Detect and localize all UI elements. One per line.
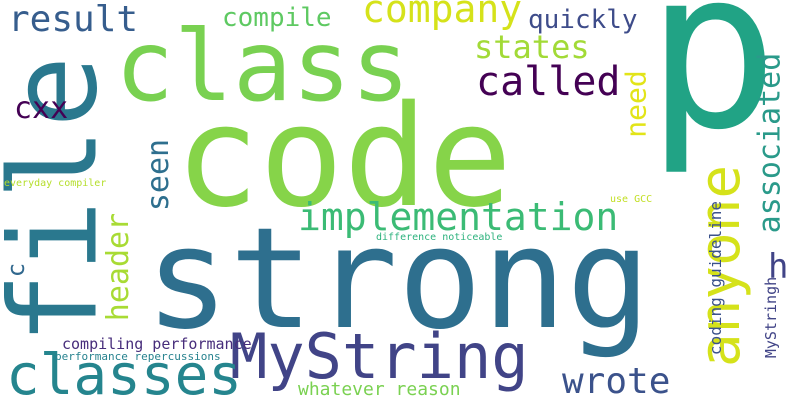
word-seen: seen: [141, 138, 177, 212]
word-code: code: [175, 76, 513, 239]
word-cxx: cxx: [14, 91, 69, 126]
word-need: need: [619, 70, 653, 138]
word-c: c: [2, 262, 31, 278]
word-associated: associated: [752, 52, 788, 234]
word-h: h: [768, 247, 789, 287]
word-quickly: quickly: [528, 5, 638, 35]
word-performance-repercussions: performance repercussions: [55, 350, 221, 363]
word-class: class: [115, 10, 411, 124]
word-result: result: [8, 0, 139, 40]
word-mystring: MyString: [230, 320, 529, 393]
word-called: called: [476, 59, 621, 105]
word-p: p: [646, 0, 779, 178]
word-header: header: [101, 212, 137, 322]
word-wrote: wrote: [562, 361, 671, 400]
word-mystringh: MyStringh: [762, 276, 781, 359]
word-everyday-compiler: everyday compiler: [4, 178, 107, 189]
word-whatever-reason: whatever reason: [298, 379, 461, 400]
word-classes: classes: [6, 343, 243, 400]
word-compiling-performance: compiling performance: [62, 335, 252, 353]
word-states: states: [474, 28, 590, 66]
word-compile: compile: [222, 3, 332, 33]
word-difference-noticeable: difference noticeable: [376, 232, 503, 243]
word-implementation: implementation: [298, 195, 619, 239]
word-company: company: [362, 0, 523, 31]
word-use-gcc: use GCC: [610, 194, 653, 205]
word-coding-guideline: coding guideline: [706, 200, 726, 356]
word-strong: strong: [145, 198, 651, 361]
